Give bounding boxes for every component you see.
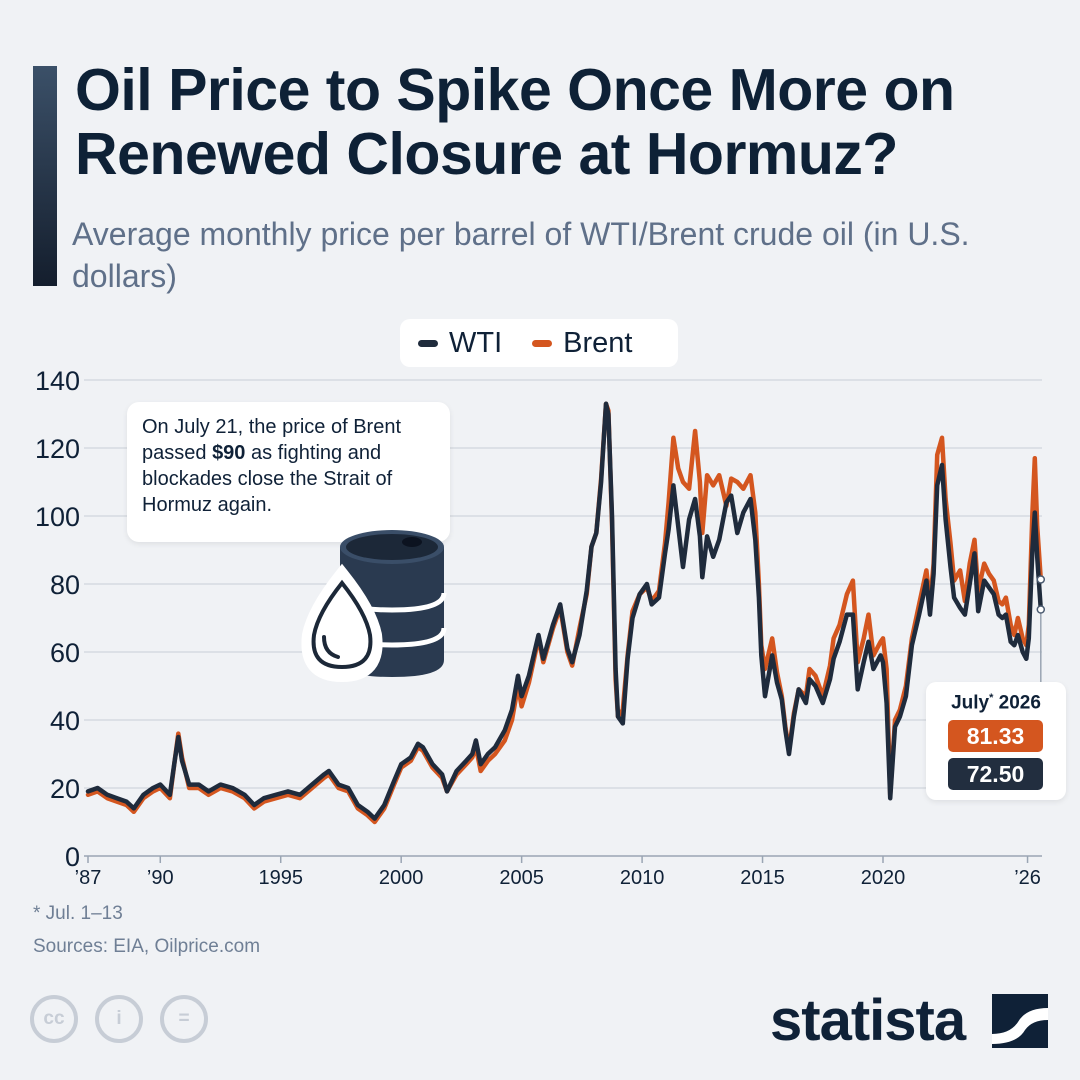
attribution-icon[interactable]: i (95, 995, 143, 1043)
legend-item-brent: Brent (532, 327, 632, 360)
x-tick-label: ’26 (1014, 867, 1041, 889)
series-line-wti (85, 401, 1044, 821)
x-tick-label: 1995 (258, 867, 303, 889)
x-tick-label: ’87 (75, 867, 102, 889)
latest-marker-brent (1036, 575, 1046, 584)
line-chart: 0 20 40 60 80 100 120 140 ’87 ’90 1995 2000 2005 201… (35, 366, 1046, 889)
latest-wti-badge: 72.50 (948, 758, 1043, 790)
statista-logo-icon[interactable] (992, 994, 1048, 1048)
legend-swatch-wti (418, 339, 438, 347)
y-tick-label: 20 (50, 774, 80, 804)
license-icons: cc i = (30, 995, 225, 1043)
x-tick-label: 2020 (861, 867, 906, 889)
no-derivatives-icon[interactable]: = (160, 995, 208, 1043)
legend-label-brent: Brent (563, 326, 633, 359)
sources-note: Sources: EIA, Oilprice.com (33, 936, 261, 957)
x-tick-label: ’90 (147, 867, 174, 889)
latest-markers (1036, 575, 1046, 690)
page-subtitle: Average monthly price per barrel of WTI/… (72, 216, 970, 294)
accent-bar (33, 66, 57, 286)
x-tick-label: 2015 (740, 867, 785, 889)
y-axis-ticks: 0 20 40 60 80 100 120 140 (35, 366, 80, 872)
oil-barrel-icon (301, 530, 447, 683)
x-tick-label: 2005 (499, 867, 544, 889)
y-tick-label: 60 (50, 638, 80, 668)
y-tick-label: 80 (50, 570, 80, 600)
latest-value-box: July* 2026 81.33 72.50 (926, 682, 1066, 800)
series-lines (85, 401, 1044, 825)
page-title: Oil Price to Spike Once More on Renewed … (75, 57, 955, 187)
cc-icon[interactable]: cc (30, 995, 78, 1043)
y-tick-label: 120 (35, 434, 80, 464)
y-tick-label: 100 (35, 502, 80, 532)
y-tick-label: 0 (65, 842, 80, 872)
footnote: * Jul. 1–13 (33, 903, 123, 924)
legend-swatch-brent (532, 339, 553, 347)
annotation-callout: On July 21, the price of Brent passed $9… (127, 402, 450, 542)
statista-logo-text[interactable]: statista (770, 988, 966, 1053)
x-tick-label: 2000 (379, 867, 424, 889)
legend-label-wti: WTI (449, 326, 503, 359)
chart-legend: WTI Brent (400, 319, 678, 367)
y-tick-label: 140 (35, 366, 80, 396)
x-axis-ticks: ’87 ’90 1995 2000 2005 2010 2015 2020 ’26 (75, 856, 1041, 889)
y-tick-label: 40 (50, 706, 80, 736)
latest-brent-badge: 81.33 (948, 720, 1043, 752)
legend-item-wti: WTI (418, 327, 502, 360)
callout-highlight: $90 (212, 442, 246, 464)
callout-text: On July 21, the price of Brent passed $9… (142, 416, 402, 516)
x-tick-label: 2010 (620, 867, 665, 889)
latest-marker-wti (1036, 605, 1046, 614)
latest-value-label: July* 2026 (951, 692, 1041, 714)
